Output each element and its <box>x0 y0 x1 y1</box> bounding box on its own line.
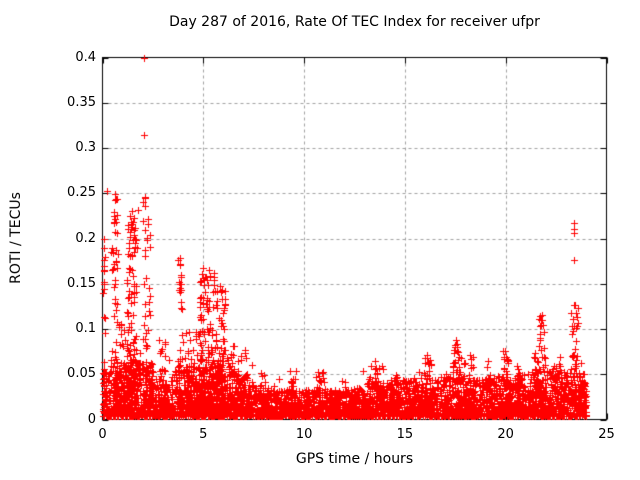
y-tick-label: 0.1 <box>75 321 96 336</box>
y-tick-label: 0.05 <box>67 366 96 382</box>
y-tick-label: 0.3 <box>75 140 96 155</box>
y-tick-label: 0 <box>87 411 96 427</box>
x-tick-label: 5 <box>199 427 208 442</box>
x-axis-label: GPS time / hours <box>295 451 414 467</box>
chart-title: Day 287 of 2016, Rate Of TEC Index for r… <box>169 14 540 30</box>
y-tick-label: 0.4 <box>75 49 96 65</box>
y-tick-label: 0.35 <box>67 94 96 110</box>
x-tick-label: 0 <box>98 427 107 442</box>
y-tick-label: 0.15 <box>67 275 96 291</box>
y-tick-label: 0.25 <box>67 185 96 201</box>
y-axis-label: ROTI / TECUs <box>8 192 24 284</box>
x-tick-label: 15 <box>396 427 414 442</box>
x-tick-label: 25 <box>598 427 615 442</box>
x-tick-label: 10 <box>295 427 313 442</box>
x-tick-label: 20 <box>497 427 514 442</box>
y-tick-label: 0.2 <box>75 230 96 246</box>
